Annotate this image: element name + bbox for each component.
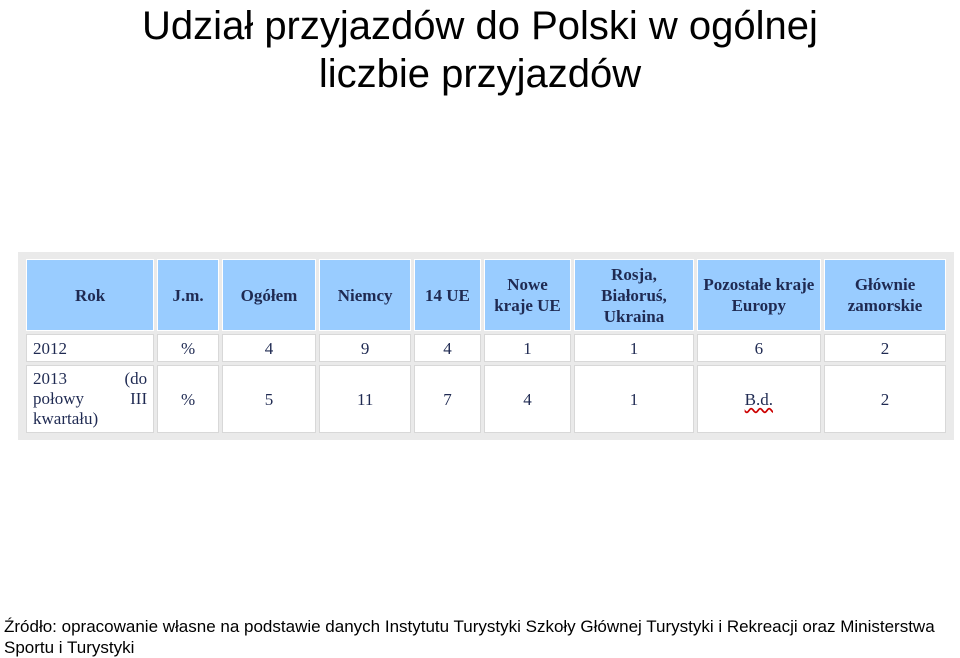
- cell-pozostale-kraje-europy: B.d.: [696, 365, 822, 433]
- source-note: Źródło: opracowanie własne na podstawie …: [4, 617, 935, 657]
- cell-14-ue: 7: [414, 365, 481, 433]
- header-14-ue: 14 UE: [414, 259, 481, 331]
- cell-jm: %: [157, 334, 219, 362]
- no-data-value: B.d.: [744, 389, 773, 409]
- cell-niemcy: 11: [319, 365, 412, 433]
- title-line-2: liczbie przyjazdów: [318, 52, 642, 96]
- header-rok: Rok: [26, 259, 155, 331]
- header-glownie-zamorskie: Głównie zamorskie: [824, 259, 946, 331]
- header-pozostale-kraje-europy: Pozostałe kraje Europy: [696, 259, 822, 331]
- page-title: Udział przyjazdów do Polski w ogólnej li…: [0, 2, 960, 98]
- table-frame: Rok J.m. Ogółem Niemcy 14 UE Nowe kraje …: [18, 252, 954, 440]
- table-row: 2013 (do połowy III kwartału) % 5 11 7 4…: [26, 365, 946, 433]
- cell-glownie-zamorskie: 2: [824, 365, 946, 433]
- cell-rok: 2012: [26, 334, 155, 362]
- cell-ogolem: 5: [221, 365, 317, 433]
- table-row: 2012 % 4 9 4 1 1 6 2: [26, 334, 946, 362]
- cell-pozostale-kraje-europy: 6: [696, 334, 822, 362]
- header-ogolem: Ogółem: [221, 259, 317, 331]
- title-line-1: Udział przyjazdów do Polski w ogólnej: [142, 4, 818, 48]
- cell-jm: %: [157, 365, 219, 433]
- cell-rok: 2013 (do połowy III kwartału): [26, 365, 155, 433]
- cell-nowe-kraje-ue: 4: [483, 365, 572, 433]
- cell-rosja-bialorus-ukraina: 1: [574, 365, 694, 433]
- arrivals-share-table: Rok J.m. Ogółem Niemcy 14 UE Nowe kraje …: [23, 256, 949, 436]
- cell-glownie-zamorskie: 2: [824, 334, 946, 362]
- header-jm: J.m.: [157, 259, 219, 331]
- cell-ogolem: 4: [221, 334, 317, 362]
- table-header-row: Rok J.m. Ogółem Niemcy 14 UE Nowe kraje …: [26, 259, 946, 331]
- cell-niemcy: 9: [319, 334, 412, 362]
- header-niemcy: Niemcy: [319, 259, 412, 331]
- cell-rosja-bialorus-ukraina: 1: [574, 334, 694, 362]
- header-nowe-kraje-ue: Nowe kraje UE: [483, 259, 572, 331]
- header-rosja-bialorus-ukraina: Rosja, Białoruś, Ukraina: [574, 259, 694, 331]
- cell-nowe-kraje-ue: 1: [483, 334, 572, 362]
- cell-14-ue: 4: [414, 334, 481, 362]
